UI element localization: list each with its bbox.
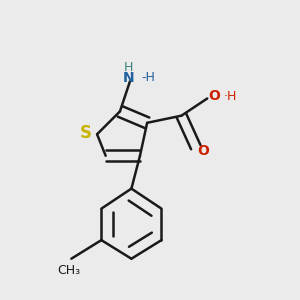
Text: N: N bbox=[123, 71, 134, 85]
Text: O: O bbox=[209, 89, 220, 103]
Text: CH₃: CH₃ bbox=[57, 264, 80, 277]
Text: S: S bbox=[80, 124, 92, 142]
Text: H: H bbox=[124, 61, 133, 74]
Text: ·H: ·H bbox=[224, 90, 237, 103]
Text: -H: -H bbox=[141, 71, 155, 84]
Text: O: O bbox=[197, 144, 209, 158]
